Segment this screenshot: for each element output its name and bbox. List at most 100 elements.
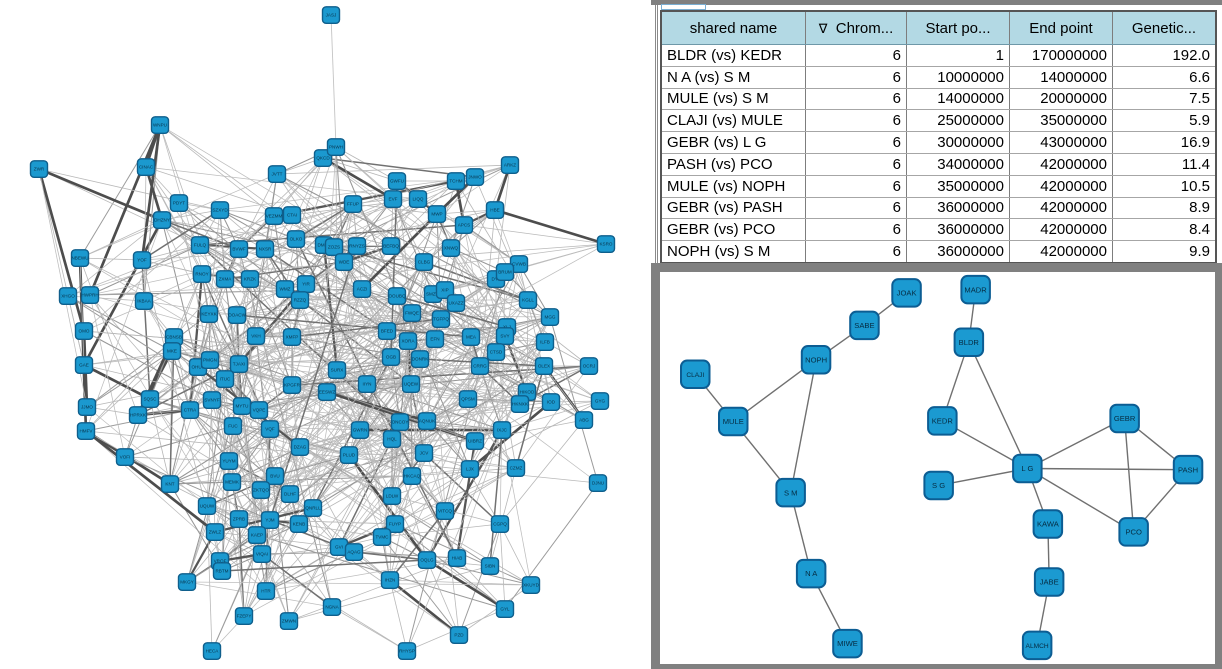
svg-text:OMO: OMO: [79, 329, 90, 334]
svg-text:WDE: WDE: [339, 260, 350, 265]
svg-text:FUYP: FUYP: [389, 522, 401, 527]
svg-text:FULQ: FULQ: [194, 243, 207, 248]
svg-text:PZD: PZD: [454, 633, 464, 638]
svg-text:LDLW: LDLW: [386, 494, 399, 499]
svg-text:BFED: BFED: [381, 329, 394, 334]
svg-text:ZWLZ: ZWLZ: [209, 530, 222, 535]
svg-text:VEZMM: VEZMM: [266, 214, 283, 219]
svg-text:ARKZ: ARKZ: [504, 163, 516, 168]
svg-text:MKE: MKE: [167, 349, 177, 354]
svg-text:JASJ: JASJ: [326, 13, 337, 18]
svg-text:OQLG: OQLG: [420, 558, 434, 563]
svg-text:CVWB: CVWB: [512, 262, 526, 267]
svg-text:MEMK: MEMK: [225, 480, 240, 485]
svg-text:MKGY: MKGY: [180, 580, 194, 585]
svg-text:JJMO: JJMO: [81, 405, 93, 410]
svg-text:VROF: VROF: [214, 559, 227, 564]
svg-text:FFUP: FFUP: [347, 202, 359, 207]
svg-text:DLHF: DLHF: [284, 492, 296, 497]
svg-text:NOPH: NOPH: [805, 355, 827, 364]
svg-text:KPGFR: KPGFR: [284, 383, 301, 388]
svg-text:MEA: MEA: [466, 335, 477, 340]
svg-text:IKBAA: IKBAA: [137, 299, 151, 304]
svg-text:SQSC: SQSC: [143, 397, 157, 402]
svg-text:UXAZZ: UXAZZ: [448, 301, 463, 306]
svg-text:IXJC: IXJC: [497, 428, 508, 433]
svg-text:HPRXK: HPRXK: [130, 413, 147, 418]
svg-text:YUYM: YUYM: [222, 459, 235, 464]
svg-text:VITCQ: VITCQ: [438, 509, 452, 514]
svg-text:RNYZS: RNYZS: [349, 244, 365, 249]
svg-text:ZKTQO: ZKTQO: [253, 488, 269, 493]
svg-text:DJNU: DJNU: [592, 481, 604, 486]
svg-text:VKH: VKH: [251, 334, 260, 339]
svg-text:TGFPQ: TGFPQ: [433, 317, 449, 322]
svg-text:VOFI: VOFI: [120, 455, 131, 460]
svg-text:CBNSB: CBNSB: [166, 335, 182, 340]
svg-text:YIR: YIR: [302, 282, 310, 287]
svg-text:XORA: XORA: [401, 339, 415, 344]
svg-text:GAE: GAE: [79, 363, 89, 368]
svg-text:CTSD: CTSD: [490, 350, 503, 355]
svg-text:OOUBQ: OOUBQ: [388, 294, 406, 299]
svg-text:MWP: MWP: [431, 212, 442, 217]
svg-text:HKNXK: HKNXK: [512, 402, 529, 407]
svg-text:KAEP: KAEP: [251, 533, 263, 538]
svg-text:PNWH: PNWH: [329, 145, 343, 150]
svg-text:PASH: PASH: [1178, 465, 1198, 474]
svg-text:ZWR: ZWR: [34, 167, 45, 172]
svg-text:ACZI: ACZI: [357, 287, 367, 292]
svg-text:TVMC: TVMC: [375, 535, 389, 540]
svg-text:EESWZ: EESWZ: [319, 390, 336, 395]
svg-text:GYL: GYL: [500, 607, 510, 612]
svg-text:QPSM: QPSM: [461, 397, 475, 402]
svg-text:DONRK: DONRK: [412, 357, 430, 362]
svg-text:JVTT: JVTT: [272, 172, 283, 177]
svg-text:KNT: KNT: [165, 482, 174, 487]
svg-text:JNWO: JNWO: [468, 175, 482, 180]
svg-text:DHZNY: DHZNY: [154, 218, 170, 223]
svg-text:ITUC: ITUC: [220, 377, 231, 382]
svg-text:PDYT: PDYT: [173, 201, 185, 206]
svg-text:ZPRB: ZPRB: [233, 517, 245, 522]
svg-text:FWQE: FWQE: [405, 311, 419, 316]
svg-text:CRRG: CRRG: [473, 364, 487, 369]
svg-text:CLBG: CLBG: [418, 260, 431, 265]
svg-text:MULE: MULE: [723, 417, 744, 426]
svg-text:L G: L G: [1021, 464, 1033, 473]
svg-text:EVF: EVF: [389, 197, 398, 202]
svg-text:SMZW: SMZW: [426, 292, 441, 297]
svg-text:HQL: HQL: [387, 437, 397, 442]
svg-text:XHGO: XHGO: [61, 294, 75, 299]
svg-text:JOAK: JOAK: [897, 288, 917, 297]
svg-text:BLDR: BLDR: [959, 338, 980, 347]
svg-text:HIKOD: HIKOD: [520, 390, 535, 395]
svg-text:QNRLL: QNRLL: [305, 506, 321, 511]
svg-text:UQUW: UQUW: [200, 504, 215, 509]
svg-text:XMFP: XMFP: [286, 335, 299, 340]
svg-text:PLUD: PLUD: [343, 453, 356, 458]
svg-text:ILFB: ILFB: [540, 340, 550, 345]
svg-text:PCO: PCO: [1125, 528, 1142, 537]
svg-text:MGG: MGG: [545, 315, 556, 320]
svg-text:XIP: XIP: [441, 288, 448, 293]
svg-text:OLEX: OLEX: [538, 364, 550, 369]
svg-text:ZXMA: ZXMA: [219, 277, 233, 282]
svg-text:QKCD: QKCD: [316, 156, 330, 161]
svg-text:OHUF: OHUF: [191, 365, 204, 370]
svg-text:SURX: SURX: [331, 368, 344, 373]
svg-text:N A: N A: [805, 569, 818, 578]
svg-text:WMZ: WMZ: [280, 287, 291, 292]
svg-text:PMGN: PMGN: [203, 358, 217, 363]
svg-text:NBEWU: NBEWU: [71, 256, 88, 261]
svg-text:BVU: BVU: [270, 474, 279, 479]
svg-text:XNWQ: XNWQ: [444, 246, 459, 251]
svg-text:HECA: HECA: [206, 649, 220, 654]
svg-text:AQNUK: AQNUK: [419, 419, 436, 424]
svg-text:CTRA: CTRA: [184, 408, 197, 413]
svg-text:VQF: VQF: [265, 427, 275, 432]
svg-text:ZMWN: ZMWN: [282, 619, 296, 624]
svg-text:CZMZ: CZMZ: [510, 466, 523, 471]
svg-text:ONCOY: ONCOY: [392, 420, 409, 425]
svg-text:S M: S M: [784, 488, 798, 497]
